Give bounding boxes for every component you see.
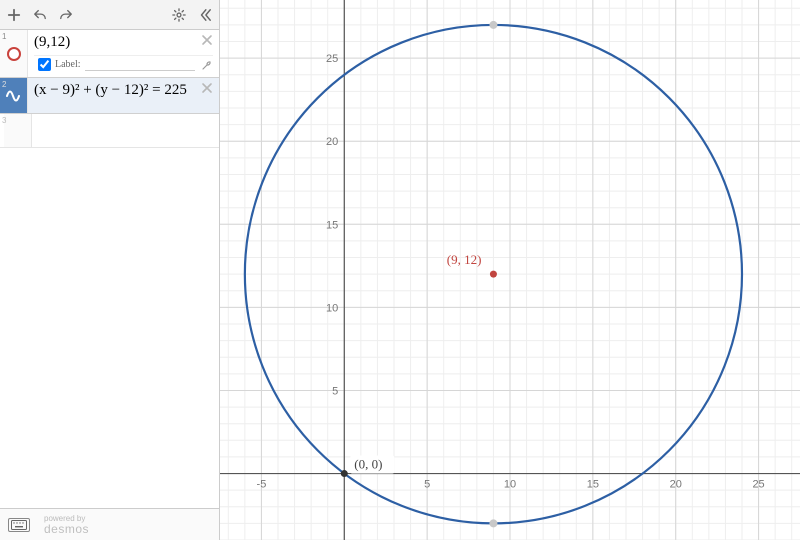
svg-text:15: 15: [326, 219, 338, 231]
expression-list: 1 (9,12) Label:: [0, 30, 219, 508]
svg-text:20: 20: [670, 479, 682, 491]
svg-text:10: 10: [326, 302, 338, 314]
add-icon[interactable]: [6, 7, 22, 23]
svg-text:25: 25: [752, 479, 764, 491]
svg-text:10: 10: [504, 479, 516, 491]
expression-text[interactable]: (9,12): [34, 34, 70, 50]
graph-svg: -5 5 10 15 20 25 5 10 15 20 25 (9, 12) (0, 0): [220, 0, 800, 540]
desmos-credit: powered by desmos: [44, 515, 89, 535]
row-index: 2: [2, 80, 6, 89]
row-index: 3: [2, 116, 6, 149]
svg-text:15: 15: [587, 479, 599, 491]
redo-icon[interactable]: [58, 7, 74, 23]
collapse-icon[interactable]: [197, 7, 213, 23]
delete-icon[interactable]: [201, 34, 215, 48]
expression-row[interactable]: 2 (x − 9)² + (y − 12)² = 225: [0, 78, 219, 114]
svg-text:(0, 0): (0, 0): [354, 457, 382, 472]
row-index: 1: [2, 32, 6, 41]
expression-panel: 1 (9,12) Label:: [0, 0, 220, 540]
keyboard-icon[interactable]: [8, 518, 30, 532]
label-row: Label:: [34, 55, 213, 73]
function-wave-icon: [5, 87, 23, 105]
svg-text:-5: -5: [257, 479, 267, 491]
expression-toolbar: [0, 0, 219, 30]
svg-text:20: 20: [326, 136, 338, 148]
svg-text:25: 25: [326, 53, 338, 65]
label-checkbox[interactable]: [38, 58, 51, 71]
svg-text:5: 5: [424, 479, 430, 491]
expression-text[interactable]: (x − 9)² + (y − 12)² = 225: [34, 82, 187, 98]
label-input[interactable]: [85, 59, 195, 71]
point-circle-icon: [7, 47, 21, 61]
gear-icon[interactable]: [171, 7, 187, 23]
undo-icon[interactable]: [32, 7, 48, 23]
sidebar-footer: powered by desmos: [0, 508, 219, 540]
svg-text:(9, 12): (9, 12): [447, 252, 482, 267]
desmos-brand: desmos: [44, 523, 89, 535]
expression-row[interactable]: 1 (9,12) Label:: [0, 30, 219, 78]
delete-icon[interactable]: [201, 82, 215, 96]
label-caption: Label:: [55, 59, 81, 70]
graph-area[interactable]: -5 5 10 15 20 25 5 10 15 20 25 (9, 12) (0, 0): [220, 0, 800, 540]
expression-row-empty[interactable]: 3: [0, 114, 219, 148]
row-icon: [4, 114, 32, 147]
wrench-icon[interactable]: [201, 59, 213, 71]
svg-text:5: 5: [332, 385, 338, 397]
